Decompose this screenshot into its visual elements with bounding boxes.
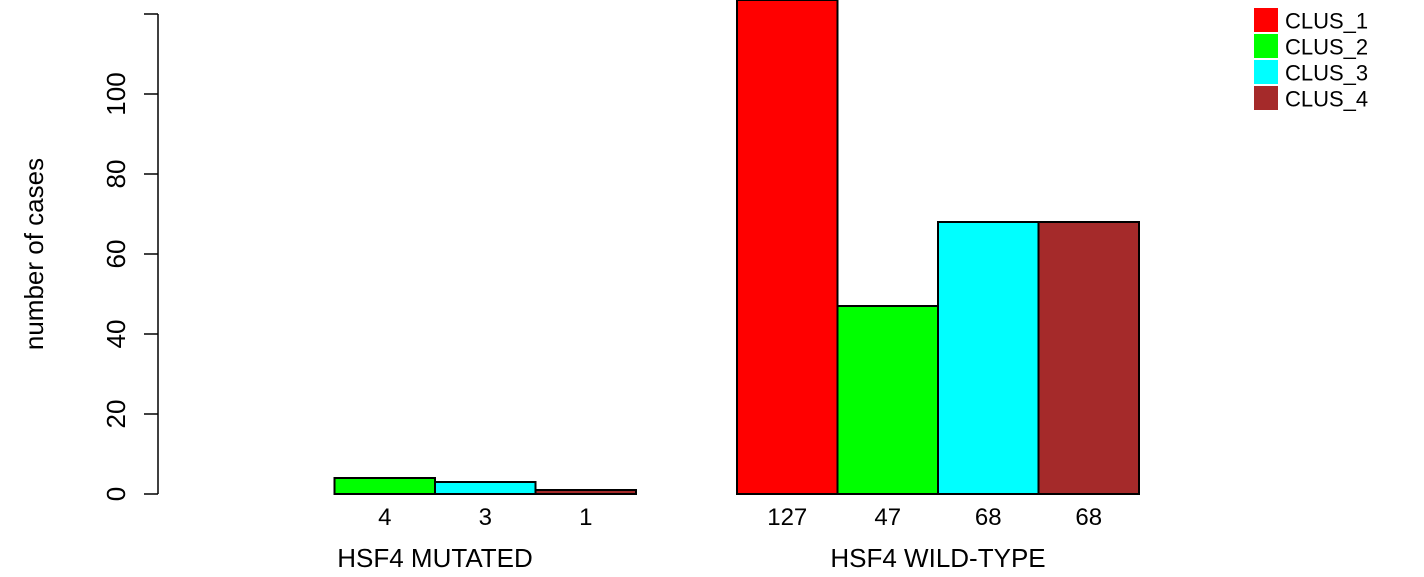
legend-label: CLUS_1 xyxy=(1285,9,1368,34)
legend-swatch xyxy=(1254,60,1278,84)
y-tick-label: 100 xyxy=(101,72,131,115)
y-tick-label: 20 xyxy=(101,400,131,429)
bar-value-label: 4 xyxy=(378,504,391,531)
value-labels: 4 3 1 127 47 68 68 xyxy=(378,504,1102,531)
bar-clus-3 xyxy=(434,481,537,495)
bar-value-label: 68 xyxy=(1075,504,1102,531)
bar-value-label: 68 xyxy=(975,504,1002,531)
legend-label: CLUS_2 xyxy=(1285,35,1368,60)
legend-label: CLUS_3 xyxy=(1285,61,1368,86)
bar-clus-1 xyxy=(736,0,839,495)
y-axis-label: number of cases xyxy=(19,158,49,350)
bar-value-label: 3 xyxy=(479,504,492,531)
legend-swatch xyxy=(1254,86,1278,110)
bars xyxy=(333,0,1140,495)
legend-swatch xyxy=(1254,8,1278,32)
y-axis: 0 20 40 60 80 100 xyxy=(101,13,159,501)
legend-swatch xyxy=(1254,34,1278,58)
legend-label: CLUS_4 xyxy=(1285,87,1368,112)
y-tick-label: 40 xyxy=(101,320,131,349)
bar-clus-2 xyxy=(836,305,939,495)
bar-clus-4 xyxy=(534,489,637,495)
y-tick-label: 60 xyxy=(101,240,131,269)
y-tick-label: 80 xyxy=(101,160,131,189)
y-tick-label: 0 xyxy=(101,487,131,501)
bar-value-label: 1 xyxy=(579,504,592,531)
bar-clus-3 xyxy=(937,221,1040,495)
bar-value-label: 47 xyxy=(874,504,901,531)
group-label: HSF4 WILD-TYPE xyxy=(830,543,1045,573)
group-labels: HSF4 MUTATED HSF4 WILD-TYPE xyxy=(337,543,1045,573)
bar-value-label: 127 xyxy=(767,504,807,531)
bar-clus-4 xyxy=(1037,221,1140,495)
group-label: HSF4 MUTATED xyxy=(337,543,532,573)
bar-clus-2 xyxy=(333,477,436,495)
